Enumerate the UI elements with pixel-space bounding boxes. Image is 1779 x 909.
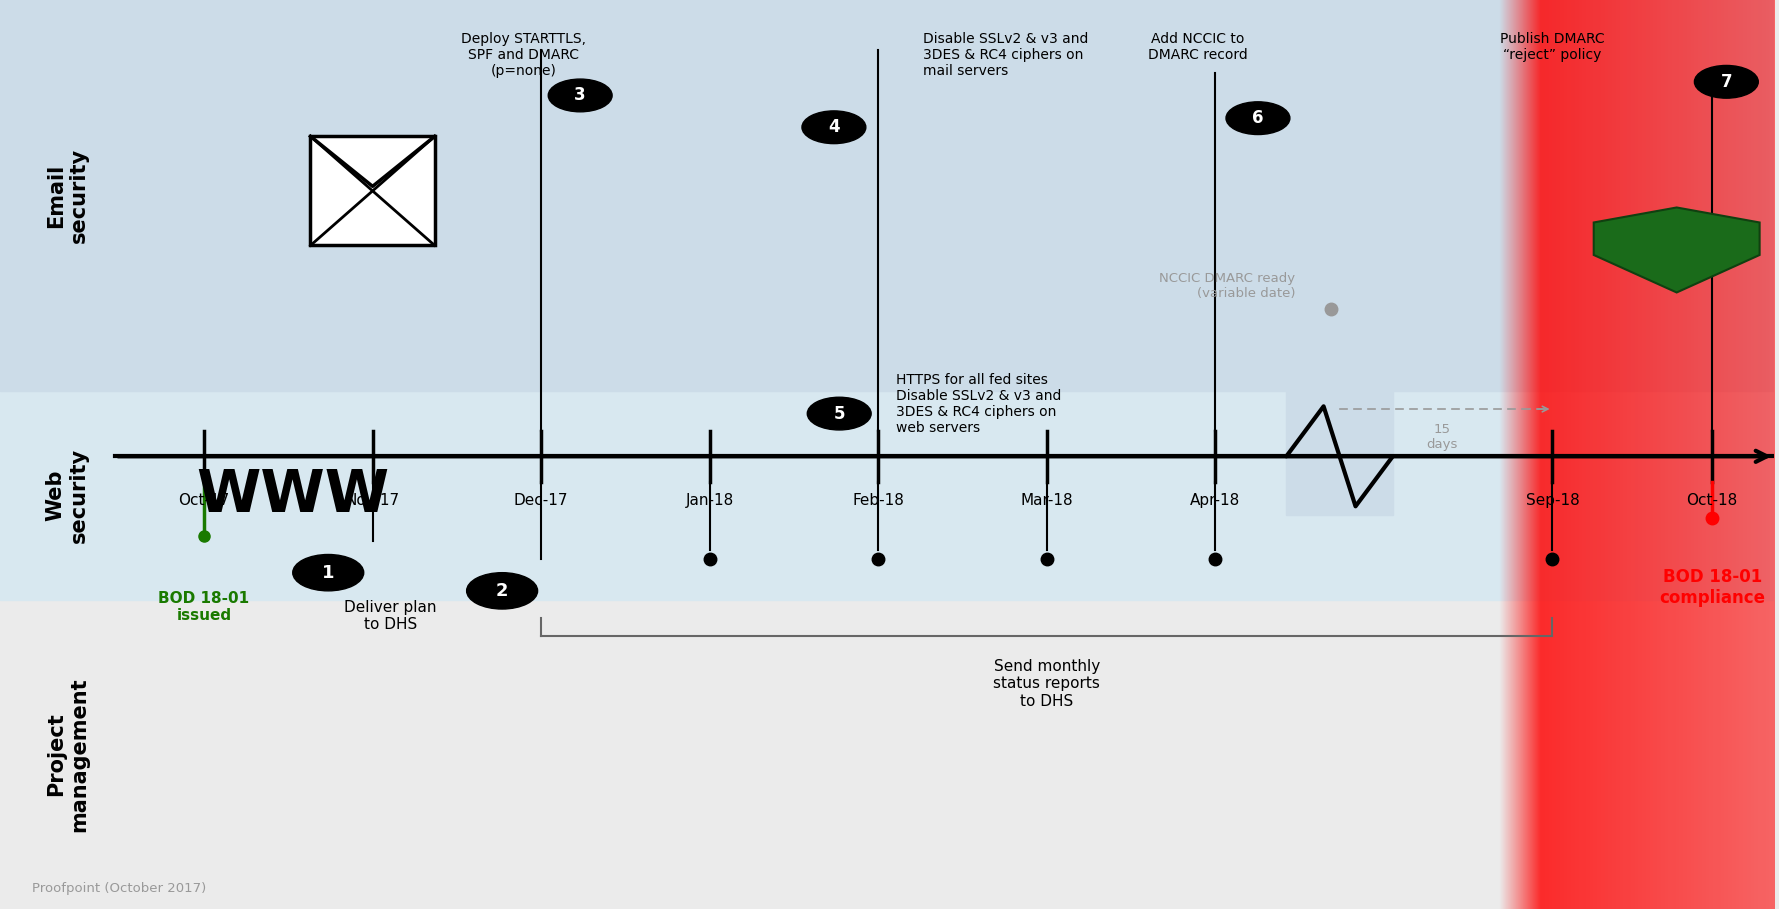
Bar [1286, 391, 1393, 515]
Circle shape [1226, 102, 1290, 135]
Bar [0, 600, 1774, 909]
Text: BOD 18-01
issued: BOD 18-01 issued [158, 591, 249, 624]
Text: Email
security: Email security [46, 148, 89, 243]
Text: Web
security: Web security [46, 448, 89, 543]
Bar [1286, 397, 1393, 515]
Bar [0, 391, 1774, 600]
Circle shape [802, 111, 866, 144]
Text: Deploy STARTTLS,
SPF and DMARC
(p=none): Deploy STARTTLS, SPF and DMARC (p=none) [461, 32, 585, 78]
Text: Nov-17: Nov-17 [345, 493, 400, 508]
Text: Add NCCIC to
DMARC record: Add NCCIC to DMARC record [1147, 32, 1247, 62]
Text: Apr-18: Apr-18 [1190, 493, 1240, 508]
Text: Dec-17: Dec-17 [514, 493, 569, 508]
Text: Oct-17: Oct-17 [178, 493, 229, 508]
Text: 5: 5 [834, 405, 845, 423]
Text: NCCIC DMARC ready
(variable date): NCCIC DMARC ready (variable date) [1160, 272, 1295, 300]
Text: 3: 3 [575, 86, 585, 105]
Circle shape [1694, 65, 1758, 98]
Text: HTTPS for all fed sites
Disable SSLv2 & v3 and
3DES & RC4 ciphers on
web servers: HTTPS for all fed sites Disable SSLv2 & … [897, 373, 1062, 435]
Text: 6: 6 [1252, 109, 1263, 127]
Text: Send monthly
status reports
to DHS: Send monthly status reports to DHS [993, 659, 1099, 709]
Text: Oct-18: Oct-18 [1686, 493, 1738, 508]
Text: Publish DMARC
“reject” policy: Publish DMARC “reject” policy [1500, 32, 1605, 62]
Circle shape [548, 79, 612, 112]
Text: 7: 7 [1720, 73, 1733, 91]
Text: Deliver plan
to DHS: Deliver plan to DHS [343, 600, 436, 633]
Text: 4: 4 [827, 118, 840, 136]
Polygon shape [1594, 207, 1759, 293]
Circle shape [466, 573, 537, 609]
Text: WWW: WWW [196, 467, 390, 524]
Text: Mar-18: Mar-18 [1021, 493, 1073, 508]
Text: Project
management: Project management [46, 677, 89, 832]
Text: Feb-18: Feb-18 [852, 493, 904, 508]
Text: Proofpoint (October 2017): Proofpoint (October 2017) [32, 883, 206, 895]
Circle shape [294, 554, 363, 591]
Bar [0, 0, 1774, 391]
Text: 15
days: 15 days [1427, 423, 1457, 451]
Text: Sep-18: Sep-18 [1526, 493, 1580, 508]
Text: BOD 18-01
compliance: BOD 18-01 compliance [1660, 568, 1765, 607]
Text: 2: 2 [496, 582, 509, 600]
Circle shape [808, 397, 872, 430]
Bar [311, 136, 434, 245]
Text: Jan-18: Jan-18 [685, 493, 733, 508]
Text: 1: 1 [322, 564, 334, 582]
Text: Disable SSLv2 & v3 and
3DES & RC4 ciphers on
mail servers: Disable SSLv2 & v3 and 3DES & RC4 cipher… [923, 32, 1089, 78]
